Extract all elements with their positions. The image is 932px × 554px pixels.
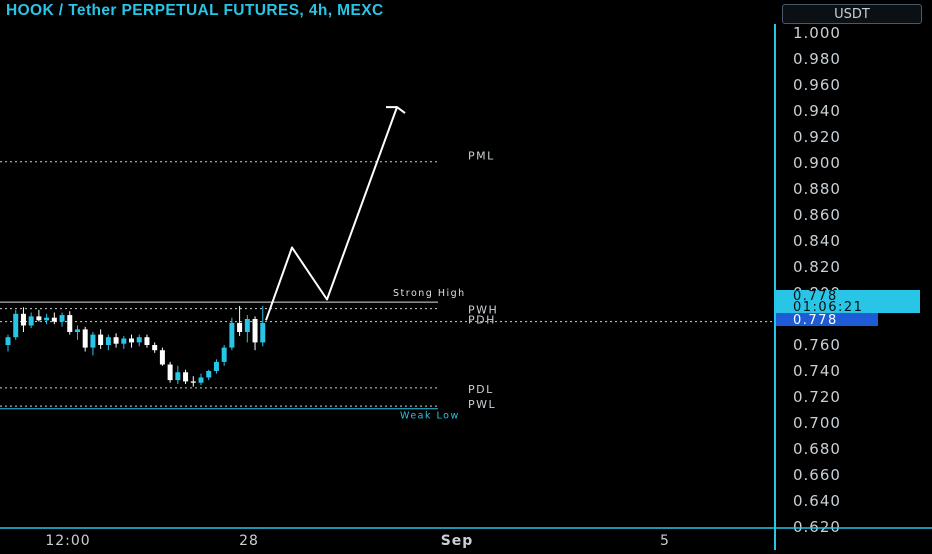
level-label: PDH bbox=[468, 314, 496, 327]
last-price-text: 0.778 bbox=[793, 289, 838, 304]
projection-path bbox=[265, 106, 398, 321]
candle-body bbox=[67, 315, 73, 332]
countdown-text: 01:06:21 bbox=[793, 300, 863, 315]
candle-body bbox=[183, 372, 189, 382]
y-tick-label: 0.900 bbox=[793, 154, 841, 172]
x-tick-label: 5 bbox=[660, 533, 670, 549]
y-tick-label: 0.940 bbox=[793, 102, 841, 120]
candle-body bbox=[175, 372, 181, 381]
chart-title: HOOK / Tether PERPETUAL FUTURES, 4h, MEX… bbox=[6, 2, 384, 19]
y-tick-label: 0.740 bbox=[793, 362, 841, 380]
y-tick-label: 0.700 bbox=[793, 414, 841, 432]
currency-button[interactable]: USDT bbox=[782, 4, 922, 24]
candle-body bbox=[98, 334, 104, 345]
level-label: PWL bbox=[468, 398, 496, 411]
y-tick-label: 0.860 bbox=[793, 206, 841, 224]
candle-body bbox=[28, 316, 34, 326]
y-tick-label: 0.680 bbox=[793, 440, 841, 458]
level-label: PDL bbox=[468, 383, 494, 396]
y-tick-label: 0.840 bbox=[793, 232, 841, 250]
y-tick-label: 0.640 bbox=[793, 492, 841, 510]
candles-layer bbox=[5, 306, 266, 387]
candle-body bbox=[252, 319, 258, 343]
y-tick-label: 0.620 bbox=[793, 518, 841, 536]
candle-body bbox=[121, 338, 127, 344]
candle-body bbox=[144, 337, 150, 345]
candle-body bbox=[213, 361, 219, 371]
level-label: Weak Low bbox=[400, 411, 460, 422]
candle-body bbox=[221, 347, 227, 362]
y-tick-label: 0.880 bbox=[793, 180, 841, 198]
candle-body bbox=[129, 338, 135, 343]
y-tick-label: 0.660 bbox=[793, 466, 841, 484]
y-tick-label: 0.920 bbox=[793, 128, 841, 146]
candle-body bbox=[237, 322, 243, 332]
candle-body bbox=[74, 329, 80, 332]
ref-price-badge bbox=[776, 313, 878, 326]
candle-body bbox=[13, 313, 19, 338]
candle-body bbox=[190, 381, 196, 383]
y-tick-label: 0.820 bbox=[793, 258, 841, 276]
y-tick-label: 0.720 bbox=[793, 388, 841, 406]
level-label: PWH bbox=[468, 304, 498, 317]
candle-body bbox=[20, 313, 26, 326]
candle-body bbox=[90, 334, 96, 348]
candle-body bbox=[59, 315, 65, 322]
y-tick-label: 1.000 bbox=[793, 24, 841, 42]
y-tick-label: 0.760 bbox=[793, 336, 841, 354]
projection-layer bbox=[265, 106, 406, 321]
candle-body bbox=[260, 322, 266, 343]
candle-body bbox=[198, 377, 204, 383]
candle-body bbox=[136, 337, 142, 343]
level-label: PML bbox=[468, 150, 495, 163]
candle-body bbox=[167, 364, 173, 381]
x-tick-label: 12:00 bbox=[45, 533, 90, 549]
last-price-badge bbox=[776, 290, 920, 313]
candle-body bbox=[105, 337, 111, 345]
candle-body bbox=[5, 337, 11, 345]
candle-body bbox=[36, 316, 42, 321]
candle-body bbox=[44, 317, 50, 321]
level-label: Strong High bbox=[393, 288, 466, 299]
y-tick-label: 0.960 bbox=[793, 76, 841, 94]
projection-arrowhead bbox=[386, 106, 406, 114]
candle-body bbox=[229, 322, 235, 348]
candle-body bbox=[206, 371, 212, 378]
candle-body bbox=[113, 337, 119, 344]
x-tick-label: Sep bbox=[441, 533, 474, 549]
candle-body bbox=[51, 317, 57, 322]
time-axis[interactable]: 12:00 28 Sep 5 bbox=[45, 533, 670, 549]
y-tick-label: 0.980 bbox=[793, 50, 841, 68]
ref-price-text: 0.778 bbox=[793, 313, 838, 328]
candle-body bbox=[152, 345, 158, 351]
candle-body bbox=[82, 329, 88, 348]
candle-body bbox=[159, 350, 165, 365]
price-axis[interactable]: 1.000 0.980 0.960 0.940 0.920 0.900 0.880 0.860… bbox=[0, 24, 932, 550]
candle-body bbox=[244, 319, 250, 332]
x-tick-label: 28 bbox=[239, 533, 259, 549]
